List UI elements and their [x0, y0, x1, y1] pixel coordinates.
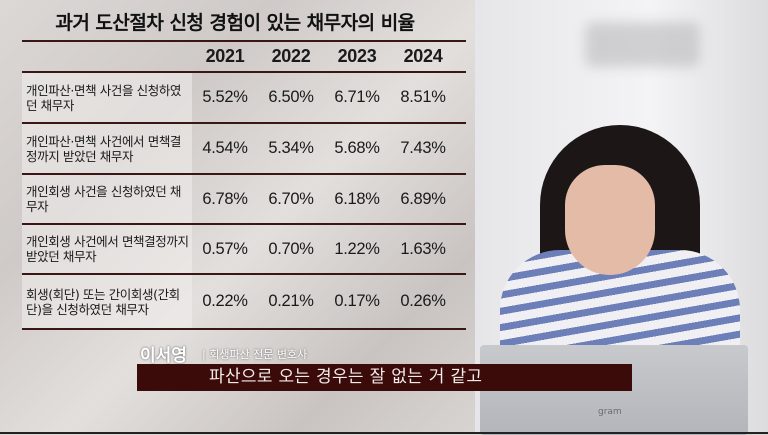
table-header-row: 2021 2022 2023 2024	[22, 40, 466, 73]
value-cell: 0.22%	[202, 292, 248, 310]
value-cell: 0.70%	[268, 239, 314, 258]
value-cell: 4.54%	[202, 139, 248, 157]
value-cell: 6.18%	[334, 189, 380, 208]
table-title: 과거 도산절차 신청 경험이 있는 채무자의 비율	[55, 12, 415, 34]
table-row: 개인회생 사건에서 면책결정까지 받았던 채무자 0.57% 0.70% 1.22% 1…	[22, 225, 466, 275]
person-face	[565, 165, 655, 275]
bottom-border	[0, 432, 768, 434]
stats-table: 2021 2022 2023 2024 개인파산·면책 사건을 신청하였던 채무…	[22, 40, 466, 330]
value-cell: 6.71%	[334, 88, 380, 106]
value-cell: 6.70%	[268, 189, 314, 208]
value-cell: 0.26%	[400, 292, 446, 310]
row-label: 개인파산·면책 사건을 신청하였던 채무자	[22, 73, 192, 122]
value-cell: 7.43%	[400, 139, 446, 157]
value-cell: 8.51%	[400, 88, 446, 106]
row-label: 개인회생 사건에서 면책결정까지 받았던 채무자	[22, 225, 192, 273]
table-row: 개인파산·면책 사건을 신청하였던 채무자 5.52% 6.50% 6.71% 8.51…	[22, 73, 466, 124]
value-cell: 0.17%	[334, 292, 380, 310]
value-cell: 6.78%	[202, 189, 248, 208]
header-year: 2024	[403, 46, 443, 66]
value-cell: 1.63%	[400, 239, 446, 258]
header-year: 2022	[271, 46, 311, 66]
value-cell: 5.52%	[202, 88, 248, 106]
speaker-name: 이서영	[140, 346, 187, 366]
subtitle-caption: 파산으로 오는 경우는 잘 없는 거 같고	[137, 364, 632, 391]
laptop-logo: gram	[598, 407, 622, 417]
table-row: 개인파산·면책 사건에서 면책결정까지 받았던 채무자 4.54% 5.34% 5.6…	[22, 124, 466, 175]
value-cell: 6.50%	[268, 88, 314, 106]
speaker-role: | 회생파산 전문 변호사	[202, 348, 308, 361]
row-label: 회생(회단) 또는 간이회생(간회단)을 신청하였던 채무자	[22, 275, 192, 328]
row-label: 개인회생 사건을 신청하였던 채무자	[22, 175, 192, 223]
header-year: 2021	[205, 46, 245, 66]
value-cell: 5.34%	[268, 139, 314, 157]
table-row: 개인회생 사건을 신청하였던 채무자 6.78% 6.70% 6.18% 6.89%	[22, 175, 466, 225]
value-cell: 6.89%	[400, 189, 446, 208]
blurred-sign	[585, 22, 700, 67]
table-row: 회생(회단) 또는 간이회생(간회단)을 신청하였던 채무자 0.22% 0.21%…	[22, 275, 466, 330]
value-cell: 5.68%	[334, 139, 380, 157]
value-cell: 0.57%	[202, 239, 248, 258]
value-cell: 1.22%	[334, 239, 380, 258]
value-cell: 0.21%	[268, 292, 314, 310]
row-label: 개인파산·면책 사건에서 면책결정까지 받았던 채무자	[22, 124, 192, 173]
header-year: 2023	[337, 46, 377, 66]
header-blank	[22, 42, 192, 71]
